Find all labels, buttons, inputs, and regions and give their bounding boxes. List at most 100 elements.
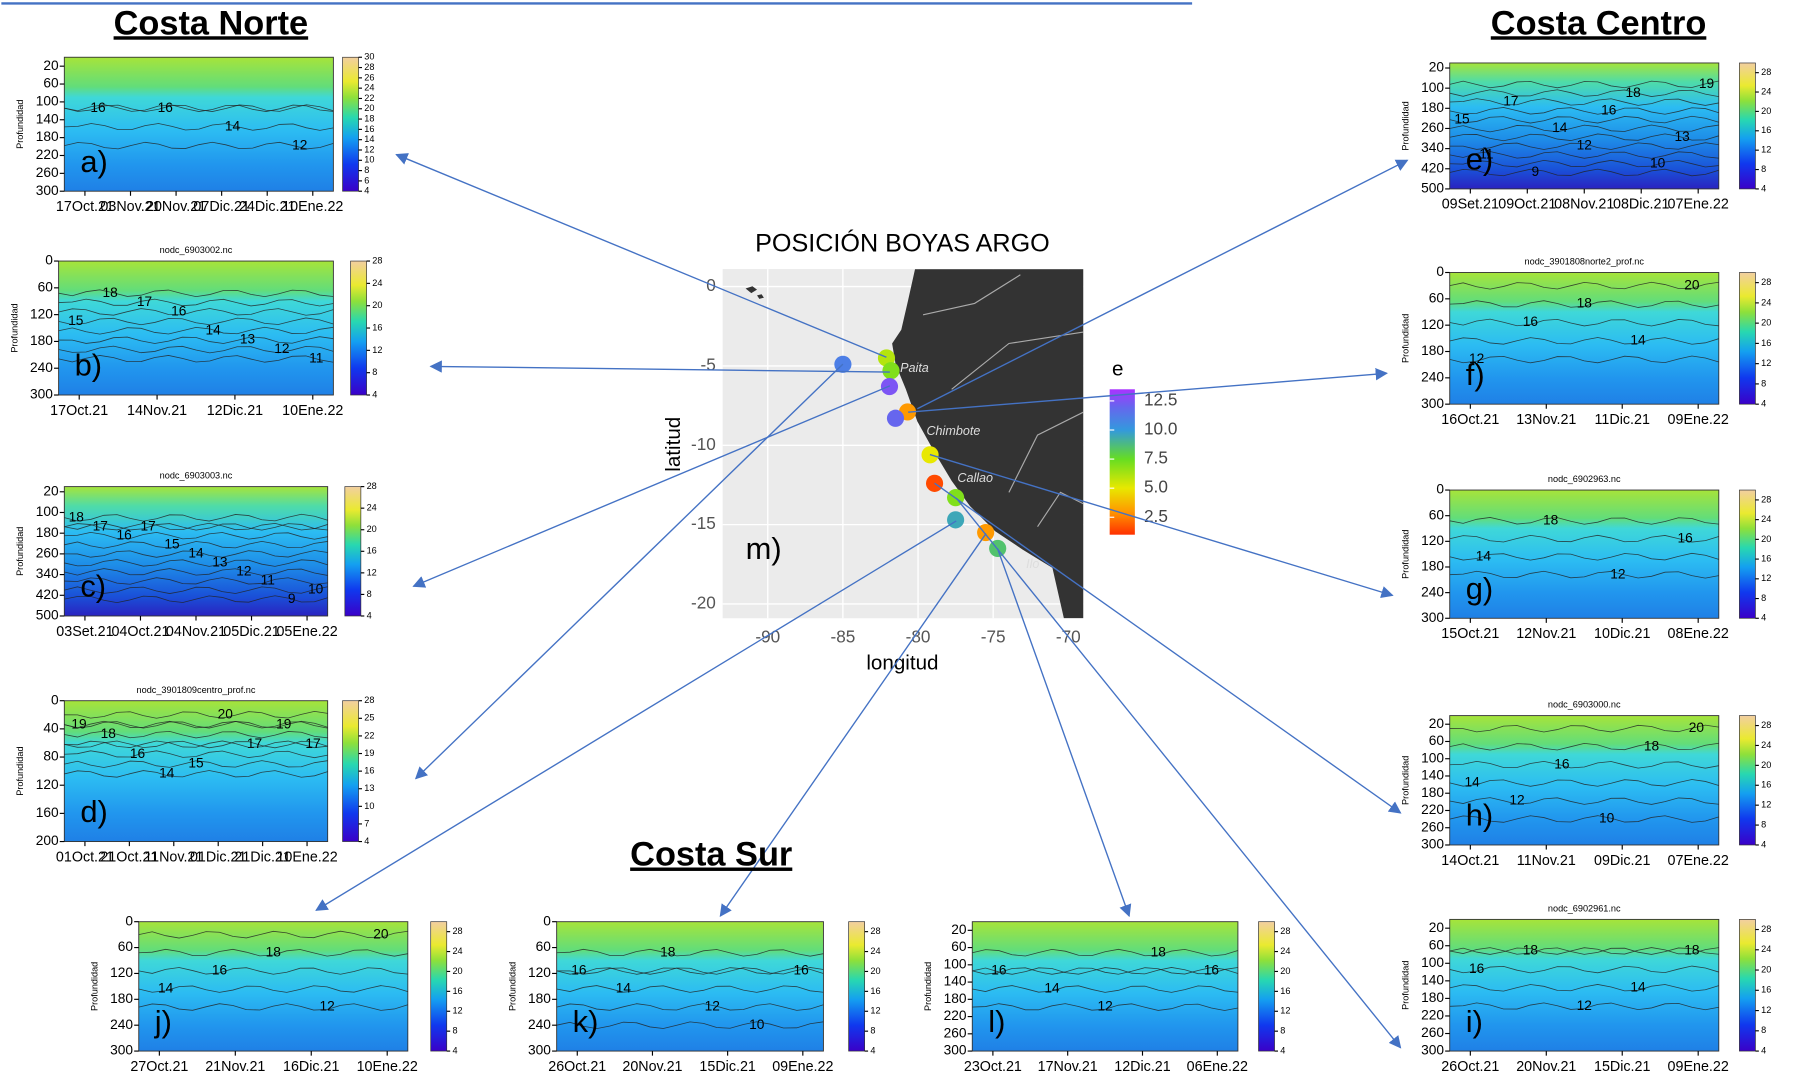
y-tick-label: 100 bbox=[36, 94, 59, 109]
y-axis-label: Profundidad bbox=[1401, 756, 1411, 805]
colorbar-tick-label: 4 bbox=[452, 1045, 457, 1055]
colorbar-tick-label: 16 bbox=[1761, 780, 1771, 790]
y-tick-label: 300 bbox=[36, 183, 59, 198]
x-tick-label: 09Ene.22 bbox=[772, 1059, 833, 1075]
colorbar-tick-label: 4 bbox=[1761, 183, 1766, 193]
x-tick-label: 09Ene.22 bbox=[1668, 1059, 1729, 1075]
x-tick-label: 08Nov.21 bbox=[1554, 197, 1614, 213]
x-tick-label: 05Dic.21 bbox=[223, 624, 279, 640]
y-tick-label: 260 bbox=[36, 165, 59, 180]
y-tick-label: 500 bbox=[1421, 181, 1444, 196]
y-tick-label: 240 bbox=[30, 360, 53, 375]
colorbar-tick-label: 7 bbox=[364, 818, 369, 828]
colorbar-tick-label: 12 bbox=[372, 345, 382, 355]
colorbar-tick-label: 12 bbox=[1280, 1006, 1290, 1016]
panel-title: nodc_3901808norte2_prof.nc bbox=[1525, 257, 1645, 267]
y-tick-label: 100 bbox=[944, 956, 967, 971]
contour-field bbox=[1450, 273, 1719, 405]
x-tick-label: 11Dic.21 bbox=[1595, 412, 1650, 428]
y-tick-label: -15 bbox=[691, 513, 716, 533]
x-tick-label: 16Dic.21 bbox=[283, 1059, 339, 1075]
y-tick-label: 420 bbox=[36, 587, 59, 602]
colorbar-tick-label: 24 bbox=[1761, 514, 1771, 524]
y-tick-label: 340 bbox=[1421, 140, 1444, 155]
contour-field bbox=[1450, 919, 1719, 1051]
y-tick-label: 20 bbox=[43, 483, 59, 498]
y-tick-label: 300 bbox=[1421, 837, 1444, 852]
y-tick-label: 120 bbox=[1421, 317, 1444, 332]
colorbar-tick-label: 8 bbox=[367, 589, 372, 599]
y-tick-label: 80 bbox=[43, 749, 59, 764]
y-tick-label: 60 bbox=[536, 939, 552, 954]
contour-label: 16 bbox=[1678, 530, 1694, 545]
y-tick-label: 300 bbox=[528, 1043, 551, 1058]
contour-label: 20 bbox=[218, 706, 234, 721]
contour-label: 12 bbox=[236, 564, 251, 579]
panel-label: a) bbox=[80, 144, 107, 179]
colorbar-tick-label: 20 bbox=[1761, 106, 1771, 116]
contour-label: 18 bbox=[266, 944, 282, 959]
colorbar-tick-label: 12 bbox=[1761, 358, 1771, 368]
contour-label: 17 bbox=[305, 736, 320, 751]
x-tick-label: 27Oct.21 bbox=[130, 1059, 188, 1075]
x-tick-label: 20Nov.21 bbox=[1516, 1059, 1576, 1075]
y-tick-label: 240 bbox=[1421, 369, 1444, 384]
y-tick-label: 340 bbox=[36, 566, 59, 581]
y-tick-label: 300 bbox=[944, 1043, 967, 1058]
y-tick-label: 60 bbox=[118, 939, 134, 954]
y-tick-label: 140 bbox=[1421, 972, 1444, 987]
y-tick-label: 100 bbox=[1421, 80, 1444, 95]
colorbar-tick-label: 20 bbox=[372, 300, 382, 310]
colorbar-tick-label: 26 bbox=[364, 72, 374, 82]
y-tick-label: 20 bbox=[951, 922, 967, 937]
contour-label: 16 bbox=[158, 100, 174, 115]
contour-label: 18 bbox=[102, 285, 118, 300]
y-tick-label: 180 bbox=[944, 991, 967, 1006]
colorbar-tick-label: 16 bbox=[1761, 554, 1771, 564]
y-axis-label: latitud bbox=[662, 417, 685, 472]
colorbar bbox=[1739, 63, 1755, 189]
colorbar-tick-label: 28 bbox=[1280, 926, 1290, 936]
y-tick-label: 60 bbox=[43, 76, 59, 91]
panel-label: c) bbox=[80, 569, 106, 604]
panel-label: b) bbox=[75, 348, 102, 383]
contour-label: 14 bbox=[206, 322, 222, 337]
legend-title: e bbox=[1112, 357, 1123, 380]
colorbar-tick-label: 12 bbox=[1761, 145, 1771, 155]
x-tick-label: -75 bbox=[981, 626, 1006, 646]
panel-title: nodc_6903000.nc bbox=[1548, 700, 1621, 710]
contour-label: 17 bbox=[140, 518, 155, 533]
contour-label: 14 bbox=[1630, 979, 1646, 994]
contour-label: 20 bbox=[1689, 720, 1705, 735]
contour-label: 11 bbox=[309, 350, 323, 365]
colorbar-tick-label: 20 bbox=[1761, 760, 1771, 770]
colorbar-tick-label: 30 bbox=[364, 52, 374, 62]
y-tick-label: 100 bbox=[36, 504, 59, 519]
colorbar-tick-label: 8 bbox=[452, 1026, 457, 1036]
x-tick-label: -85 bbox=[830, 626, 855, 646]
contour-label: 12 bbox=[1577, 998, 1592, 1013]
heading: Costa Centro bbox=[1491, 4, 1707, 42]
x-tick-label: 12Nov.21 bbox=[1516, 626, 1576, 642]
colorbar-tick-label: 24 bbox=[372, 278, 382, 288]
contour-label: 12 bbox=[1097, 999, 1112, 1014]
colorbar-tick-label: 12 bbox=[364, 144, 374, 154]
x-tick-label: 04Nov.21 bbox=[166, 624, 226, 640]
colorbar-tick-label: 28 bbox=[1761, 277, 1771, 287]
x-tick-label: 17Nov.21 bbox=[1038, 1059, 1098, 1075]
colorbar-tick-label: 28 bbox=[870, 926, 880, 936]
colorbar-tick-label: 24 bbox=[1761, 944, 1771, 954]
y-tick-label: 220 bbox=[944, 1008, 967, 1023]
contour-label: 19 bbox=[71, 716, 86, 731]
contour-label: 12 bbox=[274, 341, 289, 356]
y-tick-label: 20 bbox=[1429, 920, 1445, 935]
y-tick-label: 260 bbox=[1421, 819, 1444, 834]
colorbar-tick-label: 28 bbox=[1761, 494, 1771, 504]
y-tick-label: 300 bbox=[1421, 1043, 1444, 1058]
city-label: Chimbote bbox=[926, 424, 980, 438]
y-tick-label: 60 bbox=[1429, 507, 1445, 522]
y-tick-label: 20 bbox=[1429, 716, 1445, 731]
x-tick-label: 15Oct.21 bbox=[1441, 626, 1499, 642]
colorbar-tick-label: 16 bbox=[372, 322, 382, 332]
contour-label: 14 bbox=[1465, 775, 1481, 790]
